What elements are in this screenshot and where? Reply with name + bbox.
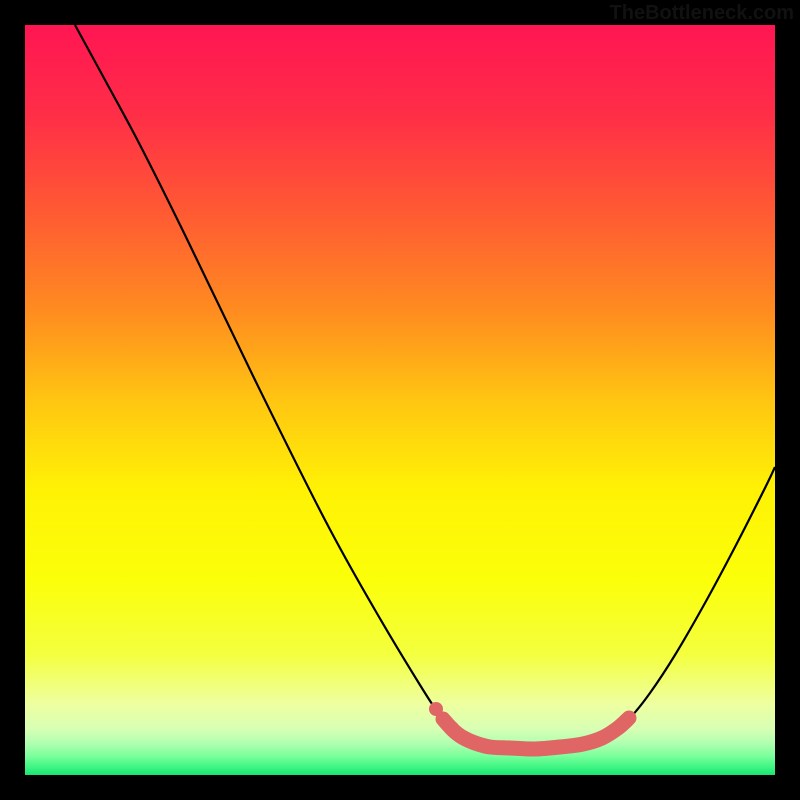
- plot-area: [25, 25, 775, 775]
- highlight-dot: [429, 702, 443, 716]
- highlight-segment: [443, 718, 629, 749]
- highlight-dot: [445, 721, 459, 735]
- watermark-text: TheBottleneck.com: [610, 2, 794, 25]
- chart-root: TheBottleneck.com: [0, 0, 800, 800]
- chart-svg: [25, 25, 775, 775]
- bottleneck-curve: [75, 25, 775, 749]
